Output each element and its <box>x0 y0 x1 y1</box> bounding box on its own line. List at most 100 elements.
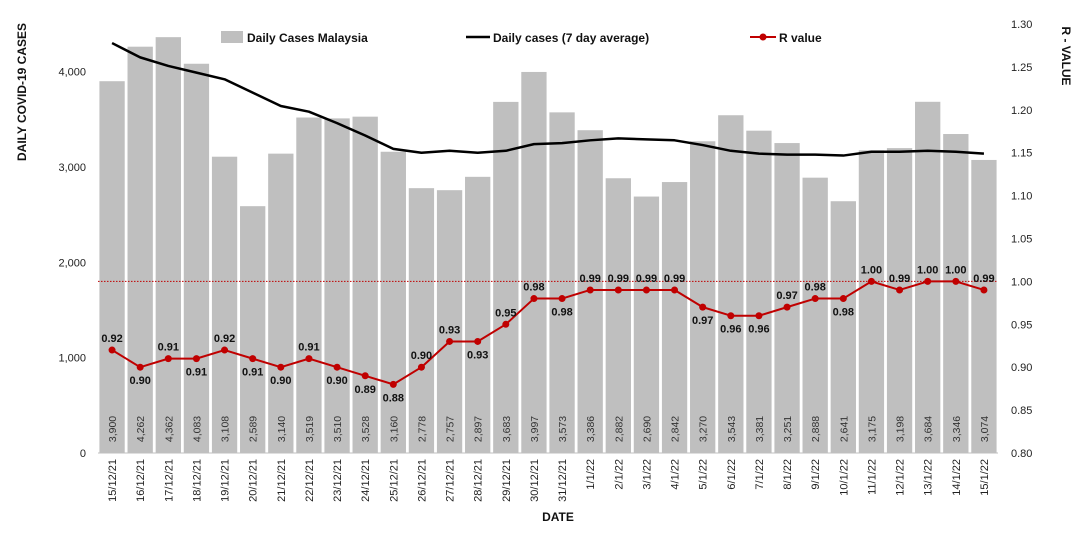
r-value-marker <box>783 303 791 311</box>
r-value-marker <box>727 312 735 320</box>
x-tick-label: 3/1/22 <box>641 459 653 490</box>
r-value-label: 0.98 <box>804 282 825 294</box>
r-value-label: 0.90 <box>129 375 150 387</box>
bar <box>661 182 688 453</box>
y-right-tick-label: 0.90 <box>1011 362 1032 374</box>
bar <box>943 134 969 453</box>
r-value-label: 0.99 <box>889 273 910 285</box>
y-right-tick-label: 1.25 <box>1011 62 1032 74</box>
x-tick-label: 15/12/21 <box>107 459 119 502</box>
r-value-marker <box>952 277 960 285</box>
x-tick-label: 1/1/22 <box>585 459 597 490</box>
r-value-label: 0.99 <box>636 273 657 285</box>
y-right-tick-label: 0.85 <box>1011 405 1032 417</box>
x-tick-label: 30/12/21 <box>529 459 541 502</box>
r-value-label: 0.97 <box>692 315 713 327</box>
x-tick-label: 17/12/21 <box>163 459 175 502</box>
r-value-label: 0.99 <box>664 273 685 285</box>
x-tick-label: 20/12/21 <box>248 459 260 502</box>
bar-value-label: 3,108 <box>220 416 232 442</box>
bar <box>886 148 913 453</box>
bar <box>690 141 716 453</box>
bar-value-label: 4,362 <box>163 416 175 442</box>
x-tick-label: 14/1/22 <box>951 459 963 496</box>
y-right-tick-label: 1.20 <box>1011 105 1032 117</box>
r-value-label: 0.99 <box>579 273 600 285</box>
x-tick-label: 26/12/21 <box>416 459 428 502</box>
y-tick-label: 2,000 <box>58 257 86 269</box>
r-value-marker <box>980 286 988 294</box>
bar-value-label: 2,690 <box>641 416 653 442</box>
bar <box>268 153 294 453</box>
bar-value-label: 3,074 <box>979 416 991 442</box>
bar <box>183 63 210 453</box>
x-tick-label: 16/12/21 <box>135 459 147 502</box>
r-value-marker <box>811 295 819 303</box>
y-right-tick-label: 1.05 <box>1011 234 1032 246</box>
x-tick-label: 10/1/22 <box>838 459 850 496</box>
bar <box>240 206 266 453</box>
r-value-marker <box>361 372 369 380</box>
r-value-marker <box>867 277 875 285</box>
bar <box>127 46 153 453</box>
bar <box>830 201 856 453</box>
bar-value-label: 3,198 <box>895 416 907 442</box>
r-value-label: 0.90 <box>411 350 432 362</box>
x-tick-label: 7/1/22 <box>754 459 766 490</box>
r-value-marker <box>333 363 341 371</box>
bar-value-label: 3,270 <box>698 416 710 442</box>
bar <box>718 115 744 453</box>
r-value-label: 0.92 <box>101 333 122 345</box>
bar <box>971 159 997 453</box>
bar <box>155 37 181 453</box>
bar-value-label: 3,997 <box>529 416 541 442</box>
r-value-marker <box>277 363 285 371</box>
r-value-marker <box>108 346 116 354</box>
bar <box>380 151 406 453</box>
bar <box>858 150 885 453</box>
y-axis-title: DAILY COVID-19 CASES <box>15 23 29 161</box>
x-tick-label: 13/1/22 <box>923 459 935 496</box>
average-line-layer <box>111 41 985 157</box>
r-value-marker <box>558 295 566 303</box>
bar-value-label: 2,888 <box>810 416 822 442</box>
r-value-label: 0.93 <box>467 349 488 361</box>
r-value-label: 0.96 <box>720 324 741 336</box>
x-tick-label: 5/1/22 <box>698 459 710 490</box>
bar <box>746 130 772 453</box>
r-value-marker <box>530 295 538 303</box>
legend: Daily Cases Malaysia Daily cases (7 day … <box>221 31 822 45</box>
y-right-tick-label: 1.00 <box>1011 276 1032 288</box>
x-tick-label: 28/12/21 <box>473 459 485 502</box>
legend-label-r: R value <box>779 31 822 45</box>
y-right-tick-label: 0.95 <box>1011 319 1032 331</box>
r-value-label: 0.96 <box>748 324 769 336</box>
bar-value-label: 3,251 <box>782 416 794 442</box>
r-value-label: 0.95 <box>495 307 516 319</box>
r-value-label: 1.00 <box>917 264 938 276</box>
r-value-label: 0.91 <box>186 367 207 379</box>
r-value-label: 0.98 <box>551 307 572 319</box>
y-right-tick-label: 1.15 <box>1011 148 1032 160</box>
bar-value-label: 2,842 <box>670 416 682 442</box>
bar-value-label: 3,175 <box>866 416 878 442</box>
r-value-marker <box>839 295 847 303</box>
bar <box>633 196 660 454</box>
x-tick-label: 27/12/21 <box>445 459 457 502</box>
x-axis-title: DATE <box>542 510 574 524</box>
y-tick-label: 3,000 <box>58 162 86 174</box>
r-value-marker <box>699 303 707 311</box>
legend-label-bar: Daily Cases Malaysia <box>247 31 368 45</box>
x-tick-label: 24/12/21 <box>360 459 372 502</box>
r-value-label: 0.92 <box>214 333 235 345</box>
r-value-label: 0.98 <box>833 307 854 319</box>
bar <box>915 101 941 453</box>
bar-value-label: 3,683 <box>501 416 513 442</box>
r-value-marker <box>136 363 144 371</box>
bar <box>774 143 800 453</box>
r-value-marker <box>614 286 622 294</box>
y-right-tick-label: 1.10 <box>1011 191 1032 203</box>
x-tick-label: 18/12/21 <box>191 459 203 502</box>
x-tick-label: 12/1/22 <box>895 459 907 496</box>
